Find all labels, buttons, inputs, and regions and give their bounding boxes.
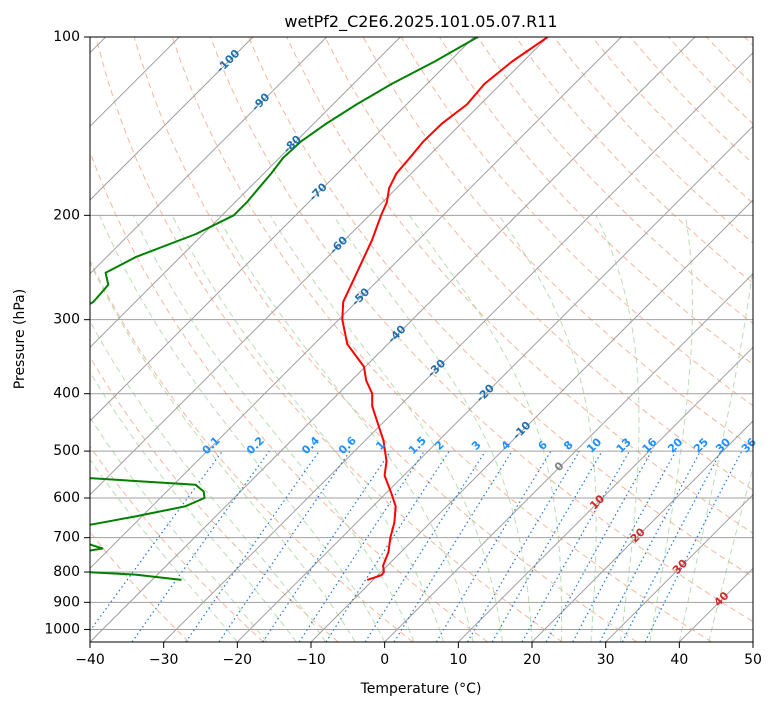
isotherm-line <box>90 37 696 642</box>
moist-adiabat <box>90 416 268 642</box>
x-tick-label: −10 <box>296 652 326 668</box>
mixing-ratio-line <box>393 450 513 642</box>
mixing-ratio-line <box>364 450 486 642</box>
y-tick-label: 1000 <box>44 621 80 637</box>
moist-adiabat <box>678 263 753 642</box>
isotherm-line <box>90 37 254 201</box>
y-tick-label: 300 <box>53 312 80 328</box>
moist-adiabat <box>132 215 415 642</box>
y-tick-label: 600 <box>53 490 80 506</box>
isotherm-line <box>90 37 549 496</box>
isotherm-line <box>90 37 475 422</box>
y-tick-label: 500 <box>53 443 80 459</box>
x-tick-label: 30 <box>597 652 615 668</box>
x-tick-label: 20 <box>523 652 541 668</box>
moist-adiabat <box>269 215 503 642</box>
y-tick-label: 100 <box>53 29 80 45</box>
dry-adiabat <box>90 259 414 642</box>
dry-adiabat <box>286 37 753 534</box>
y-tick-label: 900 <box>53 594 80 610</box>
dry-adiabat <box>210 37 753 623</box>
mixing-ratio-line <box>325 450 450 642</box>
x-tick-label: 50 <box>744 652 762 668</box>
dry-adiabat <box>515 37 753 284</box>
moist-adiabat <box>216 215 474 642</box>
mixing-ratio-line <box>599 450 702 642</box>
y-tick-label: 800 <box>53 564 80 580</box>
moist-adiabat <box>498 215 597 642</box>
dry-adiabat <box>324 37 753 491</box>
mixing-ratio-line <box>218 450 351 642</box>
y-tick-label: 400 <box>53 386 80 402</box>
isotherm-line <box>90 37 622 570</box>
dry-adiabat <box>90 445 264 642</box>
isotherm-line <box>752 641 753 642</box>
moist-adiabat <box>408 215 563 642</box>
x-tick-label: 0 <box>380 652 389 668</box>
moist-adiabat <box>90 320 327 642</box>
dewpoint-profile <box>90 37 479 581</box>
moist-adiabat <box>171 215 445 642</box>
isotherm-line <box>90 37 401 349</box>
x-axis-label: Temperature (°C) <box>360 681 482 697</box>
isotherm-line <box>236 125 753 642</box>
chart-title: wetPf2_C2E6.2025.101.05.07.R11 <box>284 12 557 32</box>
x-tick-label: 40 <box>670 652 688 668</box>
dry-adiabat <box>95 37 563 642</box>
dry-adiabat <box>248 37 753 578</box>
isotherm-line <box>384 272 753 642</box>
x-tick-label: −30 <box>149 652 179 668</box>
dry-adiabat <box>133 37 638 642</box>
mixing-ratio-line <box>435 450 552 642</box>
isotherm-line <box>90 37 328 275</box>
mixing-ratio-line <box>298 450 425 642</box>
y-axis-label: Pressure (hPa) <box>12 289 28 389</box>
y-tick-label: 200 <box>53 207 80 223</box>
mixing-ratio-line <box>185 450 320 642</box>
moist-adiabat <box>649 215 693 642</box>
x-tick-label: −20 <box>223 652 253 668</box>
plot-frame <box>89 36 754 643</box>
moist-adiabat <box>332 215 533 642</box>
moist-adiabat <box>595 215 640 642</box>
y-tick-label: 700 <box>53 530 80 546</box>
axis-layer: −40 −30 −20 −10 0 10 20 30 40 50 100 200 300 400 500 60… <box>44 29 762 668</box>
data-layer <box>90 37 549 581</box>
mixing-ratio-line <box>466 450 580 642</box>
grid-layer <box>90 37 753 642</box>
moist-adiabat <box>90 458 238 642</box>
isotherm-line <box>605 493 753 642</box>
x-tick-label: −40 <box>75 652 105 668</box>
moist-adiabat <box>90 371 297 642</box>
moist-adiabat <box>99 215 386 642</box>
mixing-ratio-line <box>572 450 677 642</box>
moist-adiabat <box>90 261 356 642</box>
dry-adiabat <box>171 37 712 642</box>
isotherm-line <box>531 420 753 642</box>
temperature-profile <box>341 37 549 581</box>
plot-background <box>90 37 753 642</box>
isotherm-line <box>457 346 753 642</box>
mixing-ratio-line <box>262 450 392 642</box>
isotherm-line <box>310 199 753 642</box>
x-tick-label: 10 <box>449 652 467 668</box>
isotherm-line <box>163 51 753 642</box>
